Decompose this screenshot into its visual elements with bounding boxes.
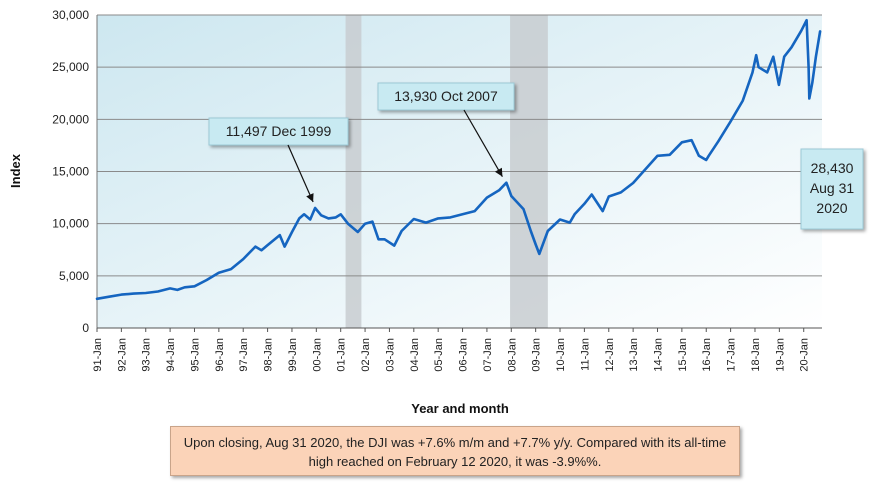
callout-text-2020-line-2: Aug 31 [810,180,855,196]
x-tick-label: 97-Jan [238,338,250,372]
x-tick-label: 94-Jan [165,338,177,372]
x-tick-label: 16-Jan [701,338,713,372]
x-tick-label: 95-Jan [189,338,201,372]
axes [96,15,822,329]
callout-text-2007: 13,930 Oct 2007 [394,88,498,104]
y-axis-title: Index [8,153,23,188]
x-tick-label: 05-Jan [433,338,445,372]
x-tick-label: 10-Jan [555,338,567,372]
callout-arrow-1999 [287,144,314,203]
x-tick-label: 14-Jan [653,338,665,372]
x-axis-title: Year and month [411,401,509,416]
x-tick-label: 01-Jan [336,338,348,372]
x-tick-label: 09-Jan [531,338,543,372]
callout-box-2020 [800,148,864,230]
x-tick-label: 20-Jan [799,338,811,372]
x-tick-label: 12-Jan [604,338,616,372]
callout-text-2020-line-1: 28,430 [811,160,854,176]
y-tick-label: 20,000 [52,112,89,126]
y-tick-label: 15,000 [52,165,89,179]
x-tick-label: 17-Jan [726,338,738,372]
y-tick-label: 5,000 [59,269,89,283]
callout-arrow-2007 [463,109,503,177]
x-tick-label: 19-Jan [774,338,786,372]
x-tick-label: 92-Jan [116,338,128,372]
y-tick-labels: 0 5,000 10,000 15,000 20,000 25,000 30,000 [52,8,89,335]
summary-note: Upon closing, Aug 31 2020, the DJI was +… [170,426,740,476]
y-tick-label: 25,000 [52,60,89,74]
x-tick-labels: 91-Jan 92-Jan 93-Jan 94-Jan 95-Jan 96-Jan 97-J… [92,328,811,372]
y-tick-label: 0 [82,321,89,335]
x-tick-label: 00-Jan [311,338,323,372]
gridlines [97,14,822,277]
callout-text-2020-line-3: 2020 [816,200,847,216]
x-tick-label: 08-Jan [506,338,518,372]
callout-box-1999 [208,117,349,146]
callout-box-2007 [377,82,515,111]
series-line-1 [95,18,822,301]
x-tick-label: 03-Jan [384,338,396,372]
callout-text-1999: 11,497 Dec 1999 [226,123,332,139]
x-tick-label: 07-Jan [482,338,494,372]
series-layer [95,18,822,301]
x-tick-label: 02-Jan [360,338,372,372]
x-tick-label: 99-Jan [287,338,299,372]
x-tick-label: 98-Jan [263,338,275,372]
x-tick-label: 18-Jan [750,338,762,372]
y-tick-label: 30,000 [52,8,89,22]
x-tick-label: 93-Jan [141,338,153,372]
x-tick-label: 96-Jan [214,338,226,372]
x-tick-label: 15-Jan [677,338,689,372]
x-tick-label: 13-Jan [628,338,640,372]
x-tick-label: 11-Jan [579,338,591,371]
x-tick-label: 06-Jan [458,338,470,372]
x-tick-label: 91-Jan [92,338,104,372]
y-tick-label: 10,000 [52,217,89,231]
x-tick-label: 04-Jan [409,338,421,372]
callouts: 11,497 Dec 1999 13,930 Oct 2007 28,430 Aug … [208,82,864,230]
